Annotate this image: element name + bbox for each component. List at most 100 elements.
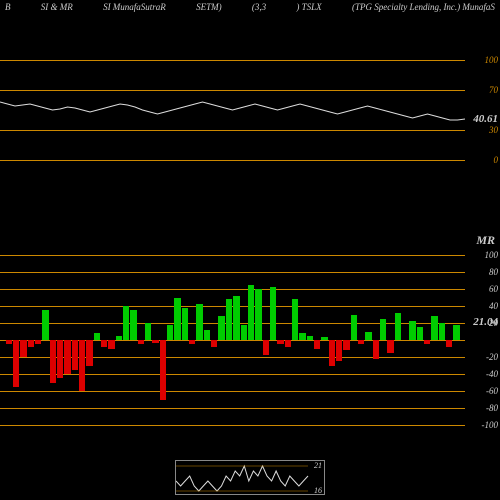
bar-fill: [241, 325, 247, 340]
bar: [145, 255, 151, 425]
bar-fill: [387, 340, 393, 353]
bar-fill: [35, 340, 41, 344]
hdr-6: (TPG Specialty Lending, Inc.) MunafaS: [352, 2, 495, 12]
bar-fill: [329, 340, 335, 366]
y-axis-label: -100: [482, 420, 499, 430]
bar: [196, 255, 202, 425]
bar: [35, 255, 41, 425]
bar: [285, 255, 291, 425]
bar: [152, 255, 158, 425]
bar-fill: [307, 336, 313, 340]
bar-fill: [226, 299, 232, 340]
y-axis-label: 80: [489, 267, 498, 277]
bar-fill: [336, 340, 342, 361]
bar: [255, 255, 261, 425]
bar-fill: [86, 340, 92, 366]
y-axis-label: 60: [489, 284, 498, 294]
hdr-1: SI & MR: [41, 2, 73, 12]
bar: [204, 255, 210, 425]
bar: [321, 255, 327, 425]
bar: [182, 255, 188, 425]
bar-fill: [167, 325, 173, 340]
bar-fill: [182, 308, 188, 340]
bar-fill: [13, 340, 19, 387]
mini-chart: 21 16: [175, 460, 325, 495]
y-axis-label: -80: [486, 403, 498, 413]
bar-fill: [365, 332, 371, 341]
bar: [50, 255, 56, 425]
bar-fill: [314, 340, 320, 349]
bar: [57, 255, 63, 425]
mini-label-bot: 16: [314, 486, 322, 495]
bar: [336, 255, 342, 425]
bar-fill: [64, 340, 70, 374]
bar: [138, 255, 144, 425]
y-axis-label: 100: [485, 55, 499, 65]
bar-fill: [292, 299, 298, 340]
bar-fill: [248, 285, 254, 340]
bar: [167, 255, 173, 425]
bar: [116, 255, 122, 425]
bar: [64, 255, 70, 425]
bar-fill: [174, 298, 180, 341]
bar-fill: [380, 319, 386, 340]
bar: [358, 255, 364, 425]
bar: [299, 255, 305, 425]
bar: [28, 255, 34, 425]
y-axis-label: -60: [486, 386, 498, 396]
bar-fill: [263, 340, 269, 355]
bar-fill: [204, 330, 210, 340]
bar: [226, 255, 232, 425]
bar: [365, 255, 371, 425]
bar: [13, 255, 19, 425]
bar: [329, 255, 335, 425]
current-value-label: 40.61: [473, 113, 498, 125]
bar-fill: [424, 340, 430, 344]
bar: [431, 255, 437, 425]
bar-fill: [453, 325, 459, 340]
bar-fill: [72, 340, 78, 370]
bar: [42, 255, 48, 425]
bar-fill: [277, 340, 283, 344]
mini-label-top: 21: [314, 461, 322, 470]
bar: [424, 255, 430, 425]
bar-fill: [6, 340, 12, 344]
bar: [79, 255, 85, 425]
current-value-label: 21.04: [473, 316, 498, 328]
bar-fill: [152, 340, 158, 343]
bar: [277, 255, 283, 425]
mr-bar-panel: 10080604020-20-40-60-80-100MR21.04: [0, 255, 500, 425]
hdr-2: SI MunafaSutraR: [103, 2, 166, 12]
bar-fill: [358, 340, 364, 344]
bar-fill: [431, 316, 437, 340]
bar: [218, 255, 224, 425]
bar-fill: [285, 340, 291, 347]
bar-fill: [50, 340, 56, 383]
y-axis-label: 30: [489, 125, 498, 135]
bar: [380, 255, 386, 425]
bar: [72, 255, 78, 425]
bar-fill: [446, 340, 452, 347]
bar-fill: [395, 313, 401, 340]
bar-fill: [130, 310, 136, 340]
bar: [439, 255, 445, 425]
bar: [446, 255, 452, 425]
bar-fill: [116, 336, 122, 340]
y-axis-label: -20: [486, 352, 498, 362]
bar-fill: [196, 304, 202, 340]
bar: [130, 255, 136, 425]
bar-fill: [343, 340, 349, 350]
bar: [248, 255, 254, 425]
bar-fill: [218, 316, 224, 340]
bar: [6, 255, 12, 425]
hdr-0: B: [5, 2, 11, 12]
bar-fill: [123, 306, 129, 340]
bar: [453, 255, 459, 425]
bar: [351, 255, 357, 425]
y-axis-label: 70: [489, 85, 498, 95]
bar-fill: [417, 327, 423, 340]
bar: [189, 255, 195, 425]
bar: [417, 255, 423, 425]
bar: [270, 255, 276, 425]
bar: [211, 255, 217, 425]
